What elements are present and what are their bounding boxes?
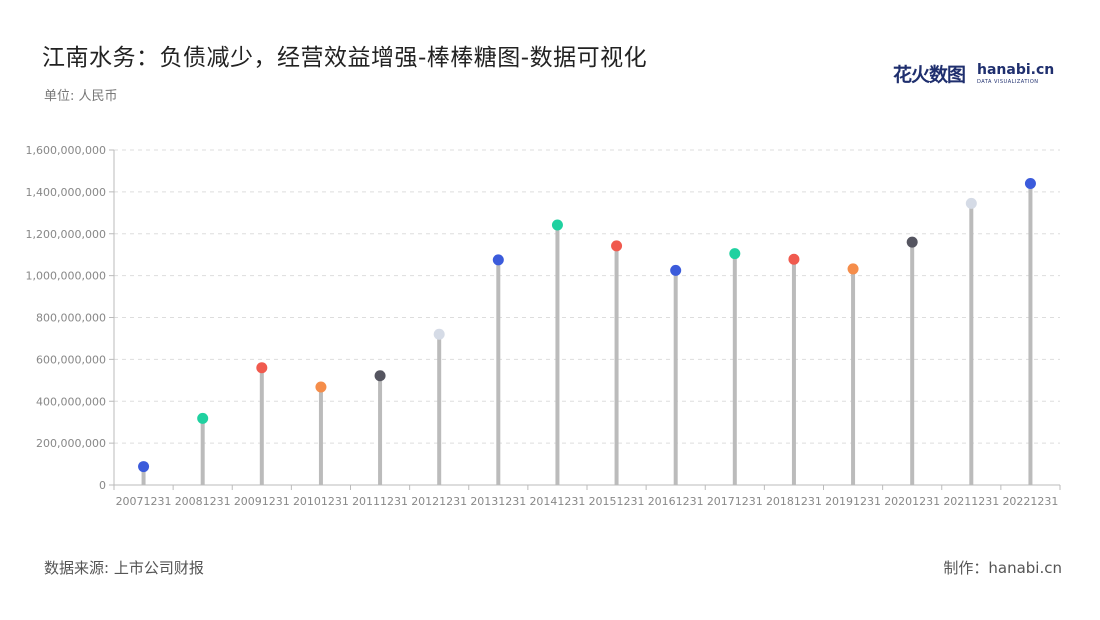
y-tick-label: 1,400,000,000 xyxy=(26,186,106,199)
lollipop-dot xyxy=(256,362,268,374)
credit-label: 制作：hanabi.cn xyxy=(943,559,1062,577)
lollipop-dot xyxy=(670,264,682,276)
grid-lines xyxy=(114,149,1060,444)
lollipop-dot xyxy=(965,197,977,209)
x-tick-label: 20191231 xyxy=(825,495,881,508)
lollipop-dot xyxy=(788,253,800,265)
y-tick-label: 1,600,000,000 xyxy=(26,144,106,157)
y-axis: 0 200,000,000 400,000,000 600,000,000 800,00… xyxy=(26,144,115,492)
x-tick-label: 20201231 xyxy=(884,495,940,508)
x-tick-label: 20161231 xyxy=(648,495,704,508)
unit-label: 单位: 人民币 xyxy=(44,89,118,104)
brand-logo: 花火数图 hanabi.cn DATA VISUALIZATION xyxy=(893,58,1055,88)
y-tick-label: 1,000,000,000 xyxy=(26,270,106,283)
lollipop-dot xyxy=(433,328,445,340)
x-tick-label: 20111231 xyxy=(352,495,408,508)
y-tick-label: 1,200,000,000 xyxy=(26,228,106,241)
x-tick-label: 20151231 xyxy=(589,495,645,508)
x-tick-label: 20091231 xyxy=(234,495,290,508)
lollipop-dot xyxy=(906,236,918,248)
x-tick-label: 20081231 xyxy=(175,495,231,508)
y-tick-label: 600,000,000 xyxy=(36,353,106,366)
lollipop-dot xyxy=(315,381,327,393)
lollipop-dot xyxy=(551,219,563,231)
logo-text-cn: 花火数图 xyxy=(893,64,966,86)
x-tick-label: 20131231 xyxy=(470,495,526,508)
x-tick-label: 20071231 xyxy=(116,495,172,508)
x-tick-label: 20121231 xyxy=(411,495,467,508)
x-tick-label: 20181231 xyxy=(766,495,822,508)
lollipop-dot xyxy=(847,263,859,275)
chart-title: 江南水务：负债减少，经营效益增强-棒棒糖图-数据可视化 xyxy=(42,45,648,71)
y-tick-label: 200,000,000 xyxy=(36,437,106,450)
x-tick-label: 20171231 xyxy=(707,495,763,508)
x-axis: 20071231 20081231 20091231 20101231 20111231… xyxy=(113,484,1061,508)
lollipop-dot xyxy=(197,412,209,424)
data-source: 数据来源: 上市公司财报 xyxy=(44,559,204,577)
lollipop-dot xyxy=(138,461,150,473)
y-tick-label: 0 xyxy=(99,479,106,492)
lollipop-dot xyxy=(611,240,623,252)
lollipop-dot xyxy=(729,248,741,260)
x-tick-label: 20221231 xyxy=(1002,495,1058,508)
lollipop-dot xyxy=(374,370,386,382)
y-tick-label: 800,000,000 xyxy=(36,312,106,325)
chart-marks xyxy=(138,178,1036,485)
logo-subtext: DATA VISUALIZATION xyxy=(977,79,1039,85)
lollipop-dot xyxy=(1024,178,1036,189)
x-tick-label: 20101231 xyxy=(293,495,349,508)
logo-text-en: hanabi.cn xyxy=(977,62,1055,78)
x-tick-label: 20211231 xyxy=(943,495,999,508)
lollipop-dot xyxy=(492,254,504,266)
y-tick-label: 400,000,000 xyxy=(36,395,106,408)
x-tick-label: 20141231 xyxy=(529,495,585,508)
